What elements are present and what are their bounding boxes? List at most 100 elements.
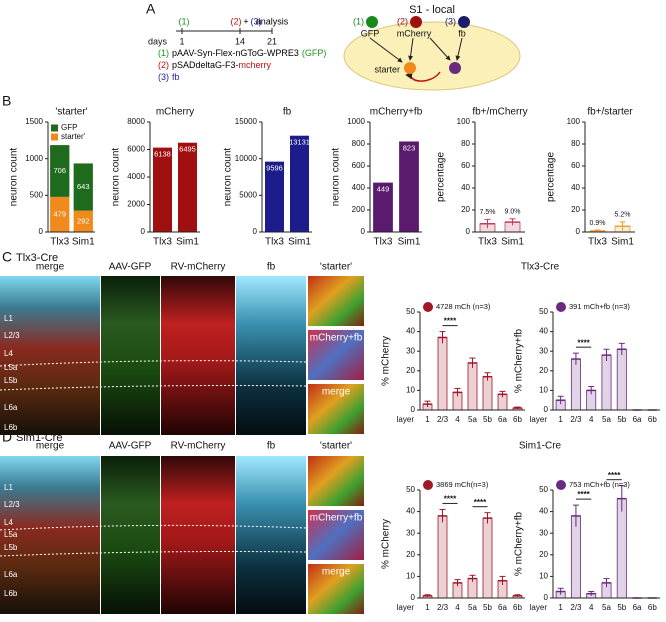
construct-part: (1)	[158, 48, 169, 58]
significance-label: ****	[444, 317, 457, 326]
y-tick-label: 0	[411, 593, 416, 602]
x-tick-label: 5b	[483, 603, 492, 612]
micrograph	[0, 276, 100, 435]
chart: fb neuron count 0 5000 10000 15000 Tlx3 Sim1 959…	[223, 107, 312, 248]
y-tick-label: 0	[39, 227, 44, 236]
x-tick-label: 5b	[617, 415, 626, 424]
bar	[467, 362, 478, 411]
chart-title: fb+/mCherry	[472, 107, 527, 118]
x-tick-label: Tlx3	[478, 237, 497, 248]
arrow	[405, 70, 441, 82]
chart-group-title: Tlx3-Cre	[521, 262, 560, 273]
layer-label: L1	[4, 483, 13, 492]
significance-label: ****	[608, 471, 621, 480]
y-tick-label: 1500	[25, 117, 43, 126]
panel-label: D	[2, 429, 12, 445]
y-tick-label: 800	[352, 139, 366, 148]
layer-label: L2/3	[4, 331, 20, 340]
construct-part: pSADdeltaG-F3-	[172, 60, 239, 70]
y-tick-label: 20	[406, 550, 415, 559]
data-label: 823	[403, 143, 416, 152]
x-tick-label: 4	[455, 603, 460, 612]
data-label: 9596	[266, 164, 283, 173]
y-tick-label: 10	[539, 572, 548, 581]
chart: fb+/mCherry percentage 0 20 40 60 80 100 Tlx3 Sim…	[436, 107, 528, 248]
data-label: 13131	[289, 138, 310, 147]
y-tick-label: 4000	[127, 172, 145, 181]
bar	[153, 147, 172, 232]
y-axis-label: % mCherry+fb	[514, 511, 525, 576]
y-tick-label: 40	[406, 327, 415, 336]
timeline-step: (3)	[251, 16, 262, 26]
data-label: 479	[53, 209, 66, 218]
node	[366, 16, 378, 28]
x-axis-label: layer	[530, 415, 548, 424]
y-tick-label: 0	[253, 227, 258, 236]
x-tick-label: Sim1	[398, 237, 421, 248]
construct: (2) pSADdeltaG-F3-mcherry	[158, 60, 272, 70]
micrograph	[236, 456, 306, 614]
x-tick-label: Sim1	[176, 237, 199, 248]
column-label: AAV-GFP	[109, 441, 152, 452]
layer-label: L5a	[4, 363, 18, 372]
chart: mCherry neuron count 0 2000 4000 6000 8000 Tlx3…	[111, 107, 200, 248]
legend-label: 753 mCh+fb (n=3)	[569, 480, 630, 489]
micrograph	[101, 456, 160, 614]
double-cell	[449, 62, 461, 74]
data-label: 5.2%	[615, 212, 631, 219]
micrograph	[161, 456, 235, 614]
y-tick-label: 1000	[25, 154, 43, 163]
panel-title: Sim1-Cre	[16, 432, 62, 444]
panel-label: B	[2, 93, 11, 109]
significance-label: ****	[577, 338, 590, 347]
bar	[290, 135, 309, 232]
x-tick-label: 2/3	[570, 415, 582, 424]
y-tick-label: 40	[571, 183, 580, 192]
y-tick-label: 500	[30, 190, 44, 199]
bar	[265, 161, 284, 232]
chart-title: mCherry+fb	[370, 107, 423, 118]
y-tick-label: 40	[539, 507, 548, 516]
y-tick-label: 0	[411, 405, 416, 414]
bar	[601, 354, 612, 411]
y-tick-label: 80	[571, 139, 580, 148]
x-tick-label: 6a	[633, 415, 642, 424]
inset-label: mCherry+fb	[310, 333, 363, 344]
construct-part: pAAV-Syn-Flex-nGToG-WPRE3	[172, 48, 299, 58]
inset-label: 'starter'	[320, 262, 352, 273]
node-marker: (3)	[445, 16, 456, 26]
column-label: fb	[267, 262, 276, 273]
x-tick-label: 5a	[468, 415, 477, 424]
y-tick-label: 8000	[127, 117, 145, 126]
inset-label: merge	[322, 567, 351, 578]
chart-group-title: Sim1-Cre	[519, 441, 562, 452]
x-tick-label: 5b	[617, 603, 626, 612]
legend-swatch	[51, 133, 58, 141]
bar	[437, 515, 448, 599]
chart: % mCherry 0 10 20 30 40 50 1 2/3 4 5a 5b 6a 6b layer 38…	[381, 480, 525, 612]
inset	[308, 384, 364, 434]
y-axis-label: % mCherry	[381, 519, 392, 569]
bar	[616, 348, 627, 411]
y-tick-label: 1000	[347, 117, 365, 126]
construct-part: (GFP)	[302, 48, 327, 58]
x-axis-label: layer	[397, 415, 415, 424]
y-tick-label: 400	[352, 183, 366, 192]
node-label: mCherry	[397, 28, 432, 38]
y-tick-label: 20	[539, 366, 548, 375]
x-tick-label: 2/3	[570, 603, 582, 612]
x-axis-label: layer	[530, 603, 548, 612]
x-tick-label: Sim1	[611, 237, 634, 248]
y-tick-label: 5000	[239, 190, 257, 199]
timeline-step: (2)	[231, 16, 242, 26]
y-tick-label: 100	[567, 117, 581, 126]
y-tick-label: 40	[406, 507, 415, 516]
y-tick-label: 10000	[235, 154, 258, 163]
x-tick-label: 1	[425, 415, 430, 424]
timeline-step: (1)	[179, 16, 190, 26]
bar	[482, 376, 493, 411]
legend-swatch	[51, 124, 58, 132]
x-tick-label: 2/3	[437, 603, 449, 612]
y-tick-label: 30	[406, 528, 415, 537]
bar	[437, 337, 448, 411]
